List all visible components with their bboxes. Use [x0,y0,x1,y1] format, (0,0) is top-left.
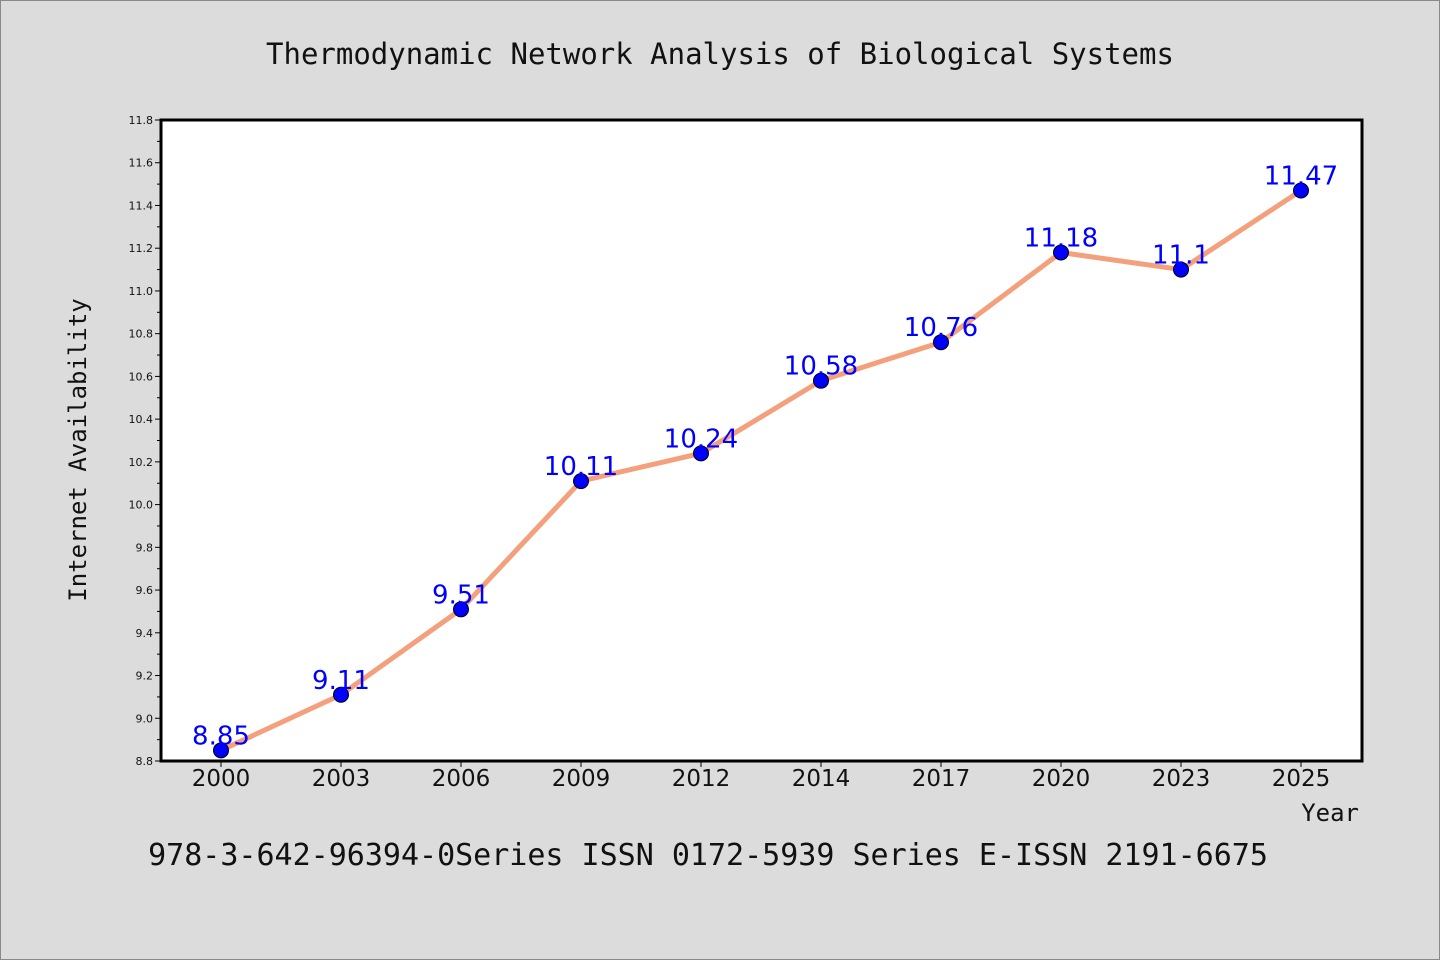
data-label: 10.11 [544,452,618,482]
x-axis: 2000 2003 2006 2009 2012 2014 2017 2020 2023 2025 [192,761,1331,792]
x-tick-label: 2012 [672,766,731,792]
data-label: 10.76 [904,313,978,343]
y-tick-label: 11.4 [129,199,154,212]
data-point-marker [1053,244,1069,261]
x-tick-label: 2020 [1032,766,1091,792]
y-tick-label: 10.8 [129,328,154,341]
data-point-marker [813,372,829,389]
data-label: 8.85 [192,721,250,751]
x-tick-label: 2003 [312,766,371,792]
series-line [218,188,1304,753]
data-point-marker [453,601,469,618]
data-label: 9.11 [312,666,370,696]
y-tick-label: 10.0 [129,499,154,512]
x-tick-label: 2006 [432,766,491,792]
x-tick-label: 2017 [912,766,971,792]
y-tick-label: 9.0 [136,712,154,725]
data-label: 10.24 [664,424,738,454]
x-tick-label: 2025 [1272,766,1331,792]
y-tick-label: 9.8 [136,541,154,554]
y-tick-label: 9.2 [136,670,154,683]
x-tick-label: 2014 [792,766,851,792]
y-tick-label: 9.6 [136,584,154,597]
data-label: 10.58 [784,352,858,382]
data-point-marker [333,686,349,703]
data-point-marker [213,742,229,759]
data-label: 11.47 [1264,162,1338,192]
plot-area [159,118,1364,763]
data-labels-group: 8.85 9.11 9.51 10.11 10.24 10.58 10.76 11.18 11.… [192,162,1338,752]
chart-title: Thermodynamic Network Analysis of Biolog… [266,37,1174,71]
y-tick-label: 11.8 [129,114,154,127]
series-line-group [218,188,1304,753]
data-label: 11.1 [1152,241,1210,271]
data-label: 9.51 [432,580,490,610]
y-axis-label: Internet Availability [64,298,92,601]
x-tick-label: 2000 [192,766,251,792]
data-point-marker [693,445,709,462]
x-axis-label: Year [1301,799,1359,827]
y-tick-label: 11.0 [129,285,154,298]
data-point-marker [1293,182,1309,199]
y-tick-label: 9.4 [136,627,154,640]
footer-identifiers: 978-3-642-96394-0Series ISSN 0172-5939 S… [148,838,1268,873]
series-markers-group [213,182,1309,759]
y-tick-label: 11.2 [129,242,154,255]
y-tick-label: 8.8 [136,755,154,768]
y-axis: 8.8 9.0 9.2 9.4 9.6 9.8 10.0 10.2 10.4 10.6 10.8 11… [129,114,161,768]
data-point-marker [933,334,949,351]
data-point-marker [1173,261,1189,278]
data-point-marker [573,473,589,490]
data-label: 11.18 [1024,223,1098,253]
x-tick-label: 2023 [1152,766,1211,792]
x-tick-label: 2009 [552,766,611,792]
y-tick-label: 10.4 [129,413,154,426]
y-tick-label: 10.2 [129,456,154,469]
y-tick-label: 10.6 [129,370,154,383]
y-tick-label: 11.6 [129,157,154,170]
